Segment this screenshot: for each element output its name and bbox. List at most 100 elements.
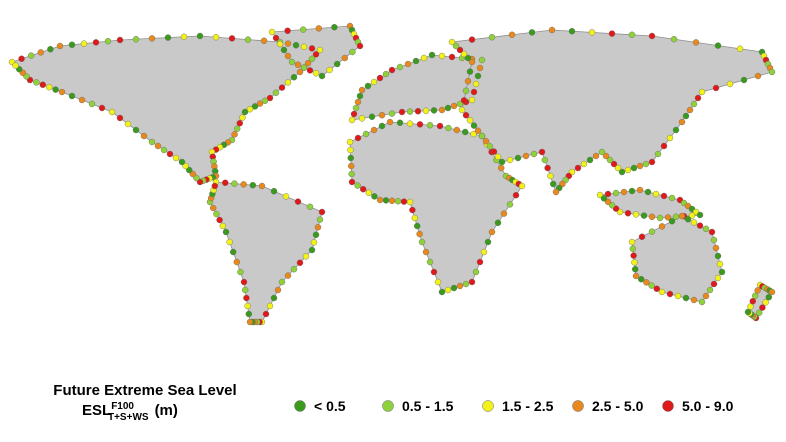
coast-dot: [316, 216, 324, 223]
coast-dot: [752, 292, 759, 299]
coast-dot: [189, 170, 197, 178]
coast-dot: [428, 51, 436, 59]
coast-dot: [221, 179, 229, 187]
coast-dot: [396, 119, 404, 127]
coast-dot: [568, 28, 576, 35]
coast-dot: [690, 296, 698, 304]
coast-dot: [690, 219, 698, 226]
coast-dot: [580, 160, 588, 168]
coast-dot: [592, 152, 600, 160]
coast-dot: [552, 188, 560, 196]
coast-dot: [450, 284, 458, 292]
coast-dot: [306, 67, 314, 74]
coast-dot: [241, 108, 249, 116]
coast-dot: [270, 294, 278, 302]
coast-dot: [239, 114, 246, 121]
coast-dot: [12, 62, 19, 69]
coast-dot: [714, 274, 722, 282]
coast-dot: [500, 210, 508, 217]
coast-dot: [652, 190, 660, 198]
coast-dot: [628, 187, 636, 195]
coast-dot: [398, 108, 406, 116]
coast-dot: [644, 188, 652, 196]
coast-dot: [438, 288, 446, 296]
coast-dot: [326, 66, 333, 74]
coast-dot: [233, 125, 241, 133]
legend-label: 0.5 - 1.5: [402, 398, 454, 414]
coast-dot: [653, 285, 660, 292]
coast-dot: [358, 115, 366, 122]
coast-dot: [706, 286, 714, 294]
coast-dot: [666, 290, 674, 298]
coast-dot: [211, 182, 219, 190]
coast-dot: [358, 86, 366, 94]
coast-dot: [68, 41, 76, 48]
coast-dot: [276, 40, 284, 48]
coast-dot: [284, 27, 291, 34]
coast-dot: [262, 310, 270, 318]
coast-dot: [416, 230, 423, 238]
legend-swatch: [382, 400, 394, 412]
coast-dot: [462, 280, 470, 288]
coast-dot: [278, 278, 286, 286]
coast-dot: [172, 154, 180, 162]
coast-dot: [98, 104, 106, 112]
coast-dot: [756, 309, 763, 316]
coast-dot: [629, 245, 636, 253]
coast-dot: [648, 228, 656, 235]
coast-dot: [185, 166, 193, 174]
coast-dot: [284, 79, 292, 86]
coast-dot: [160, 146, 168, 154]
coast-dot: [334, 60, 341, 68]
coast-dot: [658, 223, 666, 230]
coast-dot: [438, 52, 446, 60]
legend-title: Future Extreme Sea Level: [53, 382, 236, 399]
coast-dot: [702, 225, 710, 233]
coast-dot: [514, 154, 522, 162]
coast-dot: [233, 258, 241, 266]
coast-dot: [632, 266, 639, 273]
coast-dot: [602, 152, 610, 160]
coast-dot: [710, 280, 718, 288]
coast-dot: [624, 209, 632, 217]
coast-dot: [280, 46, 288, 54]
coast-dot: [660, 142, 668, 150]
coast-dot: [468, 96, 476, 104]
coast-dot: [696, 211, 704, 219]
coast-dot: [498, 164, 505, 172]
coast-dot: [80, 40, 88, 47]
coast-dot: [478, 132, 486, 140]
coast-dot: [284, 40, 292, 47]
coast-dot: [544, 164, 551, 172]
coast-dot: [370, 78, 378, 86]
coast-dot: [628, 238, 636, 246]
coast-dot: [354, 182, 361, 189]
coast-dot: [436, 122, 444, 130]
legend-label: 5.0 - 9.0: [682, 398, 734, 414]
coast-dot: [300, 64, 308, 71]
coast-dot: [382, 70, 390, 78]
coast-dot: [586, 156, 594, 164]
coast-dot: [702, 292, 710, 300]
coast-dot: [212, 34, 220, 41]
coast-dot: [456, 100, 464, 108]
coast-dot: [588, 29, 596, 36]
coast-dot: [666, 134, 674, 142]
coast-dot: [261, 97, 269, 105]
coast-dot: [56, 42, 64, 50]
coast-dot: [668, 217, 676, 225]
coast-dot: [474, 127, 482, 135]
coast-dot: [642, 160, 650, 168]
coast-dot: [244, 302, 251, 310]
legend: < 0.5 0.5 - 1.5 1.5 - 2.5 2.5 - 5.0 5.0 - 9.…: [294, 398, 734, 414]
coast-dot: [632, 211, 640, 218]
coast-dot: [308, 45, 316, 52]
coast-dot: [376, 196, 384, 204]
coast-dot: [108, 108, 116, 116]
coast-dot: [744, 308, 752, 316]
coast-dot: [648, 158, 656, 166]
coast-dot: [470, 122, 478, 129]
coast-dot: [348, 178, 356, 186]
coast-dot: [296, 68, 304, 76]
